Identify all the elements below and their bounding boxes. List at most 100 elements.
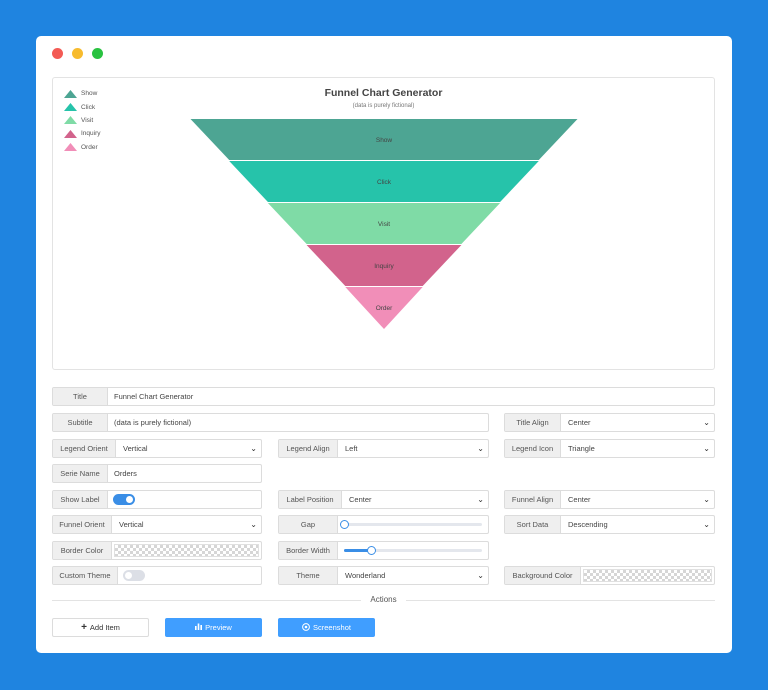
camera-icon xyxy=(302,622,310,633)
show-label-field: Show Label xyxy=(52,490,262,509)
theme-select[interactable]: Wonderland ⌄ xyxy=(338,567,488,584)
screenshot-label: Screenshot xyxy=(313,623,351,632)
sort-data-select[interactable]: Descending ⌄ xyxy=(561,516,714,533)
add-item-button[interactable]: + Add Item xyxy=(52,618,149,637)
funnel-align-label: Funnel Align xyxy=(505,491,561,508)
chart-title: Funnel Chart Generator xyxy=(324,87,443,99)
border-width-field: Border Width xyxy=(278,541,489,560)
legend-item[interactable]: Visit xyxy=(64,114,101,127)
funnel-segment-label: Order xyxy=(376,305,393,312)
legend-item-label: Order xyxy=(81,143,98,151)
legend-align-select[interactable]: Left ⌄ xyxy=(338,440,488,457)
title-field: Title Funnel Chart Generator xyxy=(52,387,715,406)
title-align-label: Title Align xyxy=(505,414,561,431)
serie-name-label: Serie Name xyxy=(53,465,108,482)
background-color-swatch[interactable] xyxy=(583,569,712,582)
border-width-label: Border Width xyxy=(279,542,338,559)
triangle-icon xyxy=(64,116,77,125)
legend-item[interactable]: Inquiry xyxy=(64,127,101,140)
screenshot-button[interactable]: Screenshot xyxy=(278,618,375,637)
funnel-segment-click[interactable] xyxy=(229,161,539,202)
show-label-toggle[interactable] xyxy=(113,494,135,505)
minimize-window-button[interactable] xyxy=(72,48,83,59)
label-position-field: Label Position Center ⌄ xyxy=(278,490,489,509)
chevron-down-icon: ⌄ xyxy=(477,494,484,504)
preview-label: Preview xyxy=(205,623,232,632)
legend-orient-field: Legend Orient Vertical ⌄ xyxy=(52,439,262,458)
funnel-orient-select[interactable]: Vertical ⌄ xyxy=(112,516,261,533)
chevron-down-icon: ⌄ xyxy=(703,417,710,427)
gap-slider-handle[interactable] xyxy=(339,520,349,529)
border-width-slider[interactable] xyxy=(344,542,482,559)
funnel-segment-inquiry[interactable] xyxy=(306,245,462,286)
chart-area: Show Click Visit Inquiry Order Funnel Chart … xyxy=(52,77,715,370)
funnel-orient-field: Funnel Orient Vertical ⌄ xyxy=(52,515,262,534)
custom-theme-label: Custom Theme xyxy=(53,567,118,584)
label-position-select[interactable]: Center ⌄ xyxy=(342,491,488,508)
bar-chart-icon xyxy=(195,623,203,632)
chevron-down-icon: ⌄ xyxy=(477,570,484,580)
legend-item[interactable]: Click xyxy=(64,100,101,113)
custom-theme-field: Custom Theme xyxy=(52,566,262,585)
funnel-align-select[interactable]: Center ⌄ xyxy=(561,491,714,508)
legend-icon-select[interactable]: Triangle ⌄ xyxy=(561,440,714,457)
border-width-slider-track xyxy=(344,549,482,552)
border-width-slider-handle[interactable] xyxy=(367,546,377,555)
legend-orient-value: Vertical xyxy=(123,444,148,453)
sort-data-label: Sort Data xyxy=(505,516,561,533)
funnel-orient-label: Funnel Orient xyxy=(53,516,112,533)
subtitle-input[interactable]: (data is purely fictional) xyxy=(114,418,192,427)
chevron-down-icon: ⌄ xyxy=(703,494,710,504)
chart-subtitle: (data is purely fictional) xyxy=(352,103,415,109)
funnel-segment-visit[interactable] xyxy=(267,203,501,244)
legend-item-label: Inquiry xyxy=(81,130,101,138)
preview-button[interactable]: Preview xyxy=(165,618,262,637)
background-color-label: Background Color xyxy=(505,567,581,584)
label-position-label: Label Position xyxy=(279,491,342,508)
serie-name-field: Serie Name Orders xyxy=(52,464,262,483)
border-width-slider-fill xyxy=(344,549,372,552)
gap-slider-track xyxy=(344,523,482,526)
serie-name-input[interactable]: Orders xyxy=(114,469,137,478)
triangle-icon xyxy=(64,143,77,152)
funnel-segment-order[interactable] xyxy=(345,287,423,329)
funnel-align-field: Funnel Align Center ⌄ xyxy=(504,490,715,509)
chevron-down-icon: ⌄ xyxy=(250,443,257,453)
chevron-down-icon: ⌄ xyxy=(477,443,484,453)
funnel-chart: Show Click Visit Inquiry Order xyxy=(190,119,578,329)
border-color-label: Border Color xyxy=(53,542,112,559)
gap-field: Gap xyxy=(278,515,489,534)
title-align-field: Title Align Center ⌄ xyxy=(504,413,715,432)
triangle-icon xyxy=(64,103,77,112)
subtitle-field: Subtitle (data is purely fictional) xyxy=(52,413,489,432)
border-color-swatch[interactable] xyxy=(114,544,259,557)
legend-item[interactable]: Show xyxy=(64,87,101,100)
chevron-down-icon: ⌄ xyxy=(250,519,257,529)
funnel-segment-show[interactable] xyxy=(190,119,578,160)
title-input[interactable]: Funnel Chart Generator xyxy=(114,392,194,401)
actions-heading: Actions xyxy=(361,595,406,604)
title-align-value: Center xyxy=(568,418,591,427)
legend-item-label: Visit xyxy=(81,116,94,124)
legend-orient-select[interactable]: Vertical ⌄ xyxy=(116,440,261,457)
add-item-label: Add Item xyxy=(89,623,120,632)
legend-icon-field: Legend Icon Triangle ⌄ xyxy=(504,439,715,458)
background-color-field: Background Color xyxy=(504,566,715,585)
subtitle-label: Subtitle xyxy=(53,414,108,431)
triangle-icon xyxy=(64,89,77,98)
custom-theme-toggle[interactable] xyxy=(123,570,145,581)
close-window-button[interactable] xyxy=(52,48,63,59)
legend-icon-label: Legend Icon xyxy=(505,440,561,457)
funnel-segment-label: Click xyxy=(377,179,392,186)
label-position-value: Center xyxy=(349,495,372,504)
theme-value: Wonderland xyxy=(345,571,386,580)
chevron-down-icon: ⌄ xyxy=(703,443,710,453)
theme-field: Theme Wonderland ⌄ xyxy=(278,566,489,585)
title-align-select[interactable]: Center ⌄ xyxy=(561,414,714,431)
legend-item[interactable]: Order xyxy=(64,141,101,154)
legend-icon-value: Triangle xyxy=(568,444,595,453)
gap-slider[interactable] xyxy=(339,516,482,533)
legend-item-label: Click xyxy=(81,103,96,111)
border-color-field: Border Color xyxy=(52,541,262,560)
maximize-window-button[interactable] xyxy=(92,48,103,59)
